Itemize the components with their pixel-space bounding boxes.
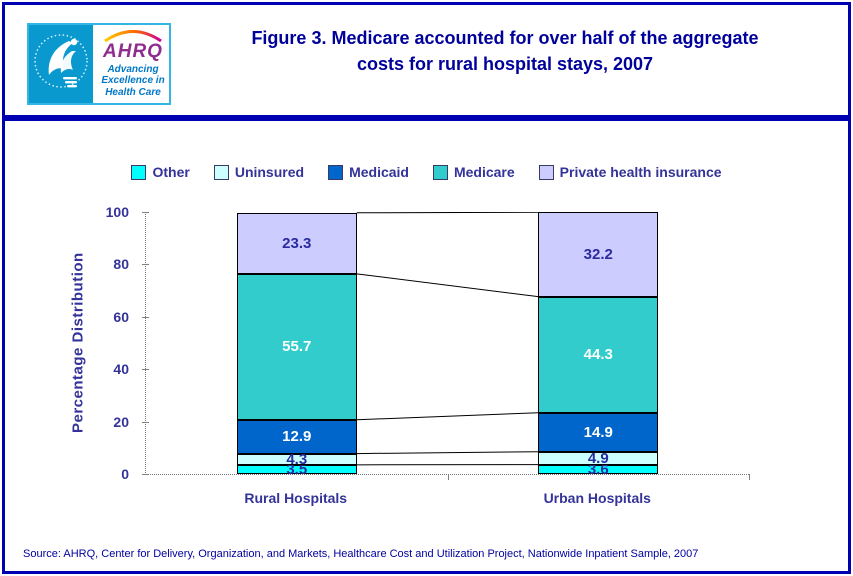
- y-tick-mark: [142, 316, 149, 318]
- y-tick-mark: [142, 421, 149, 423]
- figure-title: Figure 3. Medicare accounted for over ha…: [251, 28, 759, 75]
- ahrq-acronym: AHRQ: [103, 40, 163, 62]
- bar-value-label: 4.9: [587, 449, 609, 467]
- bar-segment: 32.2: [538, 212, 659, 297]
- bar-value-label: 44.3: [583, 346, 613, 364]
- y-tick-mark: [142, 474, 149, 475]
- y-axis: 0 20 40 60 80 100: [93, 204, 137, 482]
- header-divider: [5, 115, 848, 121]
- x-category-label: Rural Hospitals: [244, 490, 348, 506]
- y-tick-label: 100: [105, 204, 129, 220]
- y-tick-mark: [142, 264, 149, 266]
- legend-swatch: [213, 164, 229, 180]
- y-tick-mark: [142, 369, 149, 371]
- chart-legend: Other Uninsured Medicaid Medicare Private he…: [5, 164, 848, 180]
- y-axis-title: Percentage Distribution: [69, 252, 87, 434]
- legend-label: Uninsured: [234, 164, 305, 180]
- legend-item: Other: [131, 164, 190, 180]
- x-tick-mark: [447, 474, 449, 480]
- bar-value-label: 12.9: [282, 428, 312, 446]
- legend-label: Medicare: [453, 164, 515, 180]
- x-tick-mark: [749, 474, 750, 480]
- rainbow-arc-icon: [104, 29, 162, 42]
- legend-item: Medicare: [432, 164, 515, 180]
- bar-value-label: 55.7: [282, 338, 312, 356]
- y-tick-label: 60: [113, 308, 129, 325]
- bar-value-label: 23.3: [282, 234, 312, 252]
- bar-value-label: 32.2: [583, 245, 613, 263]
- plot-area: 3.5 4.3 12.9 55.7 23.3 3.6 4.9 14.9 44.3 32.2: [142, 212, 750, 480]
- y-tick-label: 80: [113, 256, 129, 273]
- bar-segment: 3.5: [236, 460, 357, 478]
- bar-segment: 3.6: [538, 460, 659, 478]
- legend-swatch: [131, 164, 147, 180]
- bar-value-label: 14.9: [583, 423, 613, 441]
- legend-swatch: [538, 164, 554, 180]
- bar-value-label: 4.3: [286, 450, 308, 468]
- hhs-eagle-icon: [29, 25, 93, 103]
- ahrq-logo: AHRQ Advancing Excellence in Health Care: [27, 23, 171, 105]
- bar-segment: 23.3: [236, 212, 357, 274]
- x-category-label: Urban Hospitals: [543, 490, 651, 506]
- series-connector-lines: [356, 212, 539, 466]
- legend-item: Private health insurance: [538, 164, 722, 180]
- bar-value-label: 3.6: [587, 460, 609, 478]
- figure-canvas: AHRQ Advancing Excellence in Health Care…: [5, 5, 848, 571]
- bar-value-label: 3.5: [286, 460, 308, 478]
- legend-swatch: [432, 164, 448, 180]
- bar-segment: 4.9: [538, 449, 659, 467]
- y-tick-label: 0: [121, 466, 129, 482]
- legend-label: Private health insurance: [559, 164, 722, 180]
- ahrq-wordmark: AHRQ Advancing Excellence in Health Care: [93, 25, 173, 103]
- legend-item: Medicaid: [328, 164, 409, 180]
- y-tick-label: 20: [113, 413, 129, 430]
- legend-item: Uninsured: [213, 164, 305, 180]
- legend-swatch: [328, 164, 344, 180]
- bar-segment: 4.3: [236, 450, 357, 468]
- bar-segment: 14.9: [538, 412, 659, 452]
- bar-segment: 44.3: [538, 296, 659, 413]
- bar-segment: 12.9: [236, 419, 357, 454]
- bar-segment: 55.7: [236, 273, 357, 420]
- legend-label: Other: [152, 164, 190, 180]
- source-note: Source: AHRQ, Center for Delivery, Organ…: [23, 548, 699, 560]
- y-tick-mark: [142, 212, 149, 213]
- y-tick-label: 40: [113, 361, 129, 378]
- ahrq-tagline: Advancing Excellence in Health Care: [101, 63, 165, 98]
- legend-label: Medicaid: [349, 164, 409, 180]
